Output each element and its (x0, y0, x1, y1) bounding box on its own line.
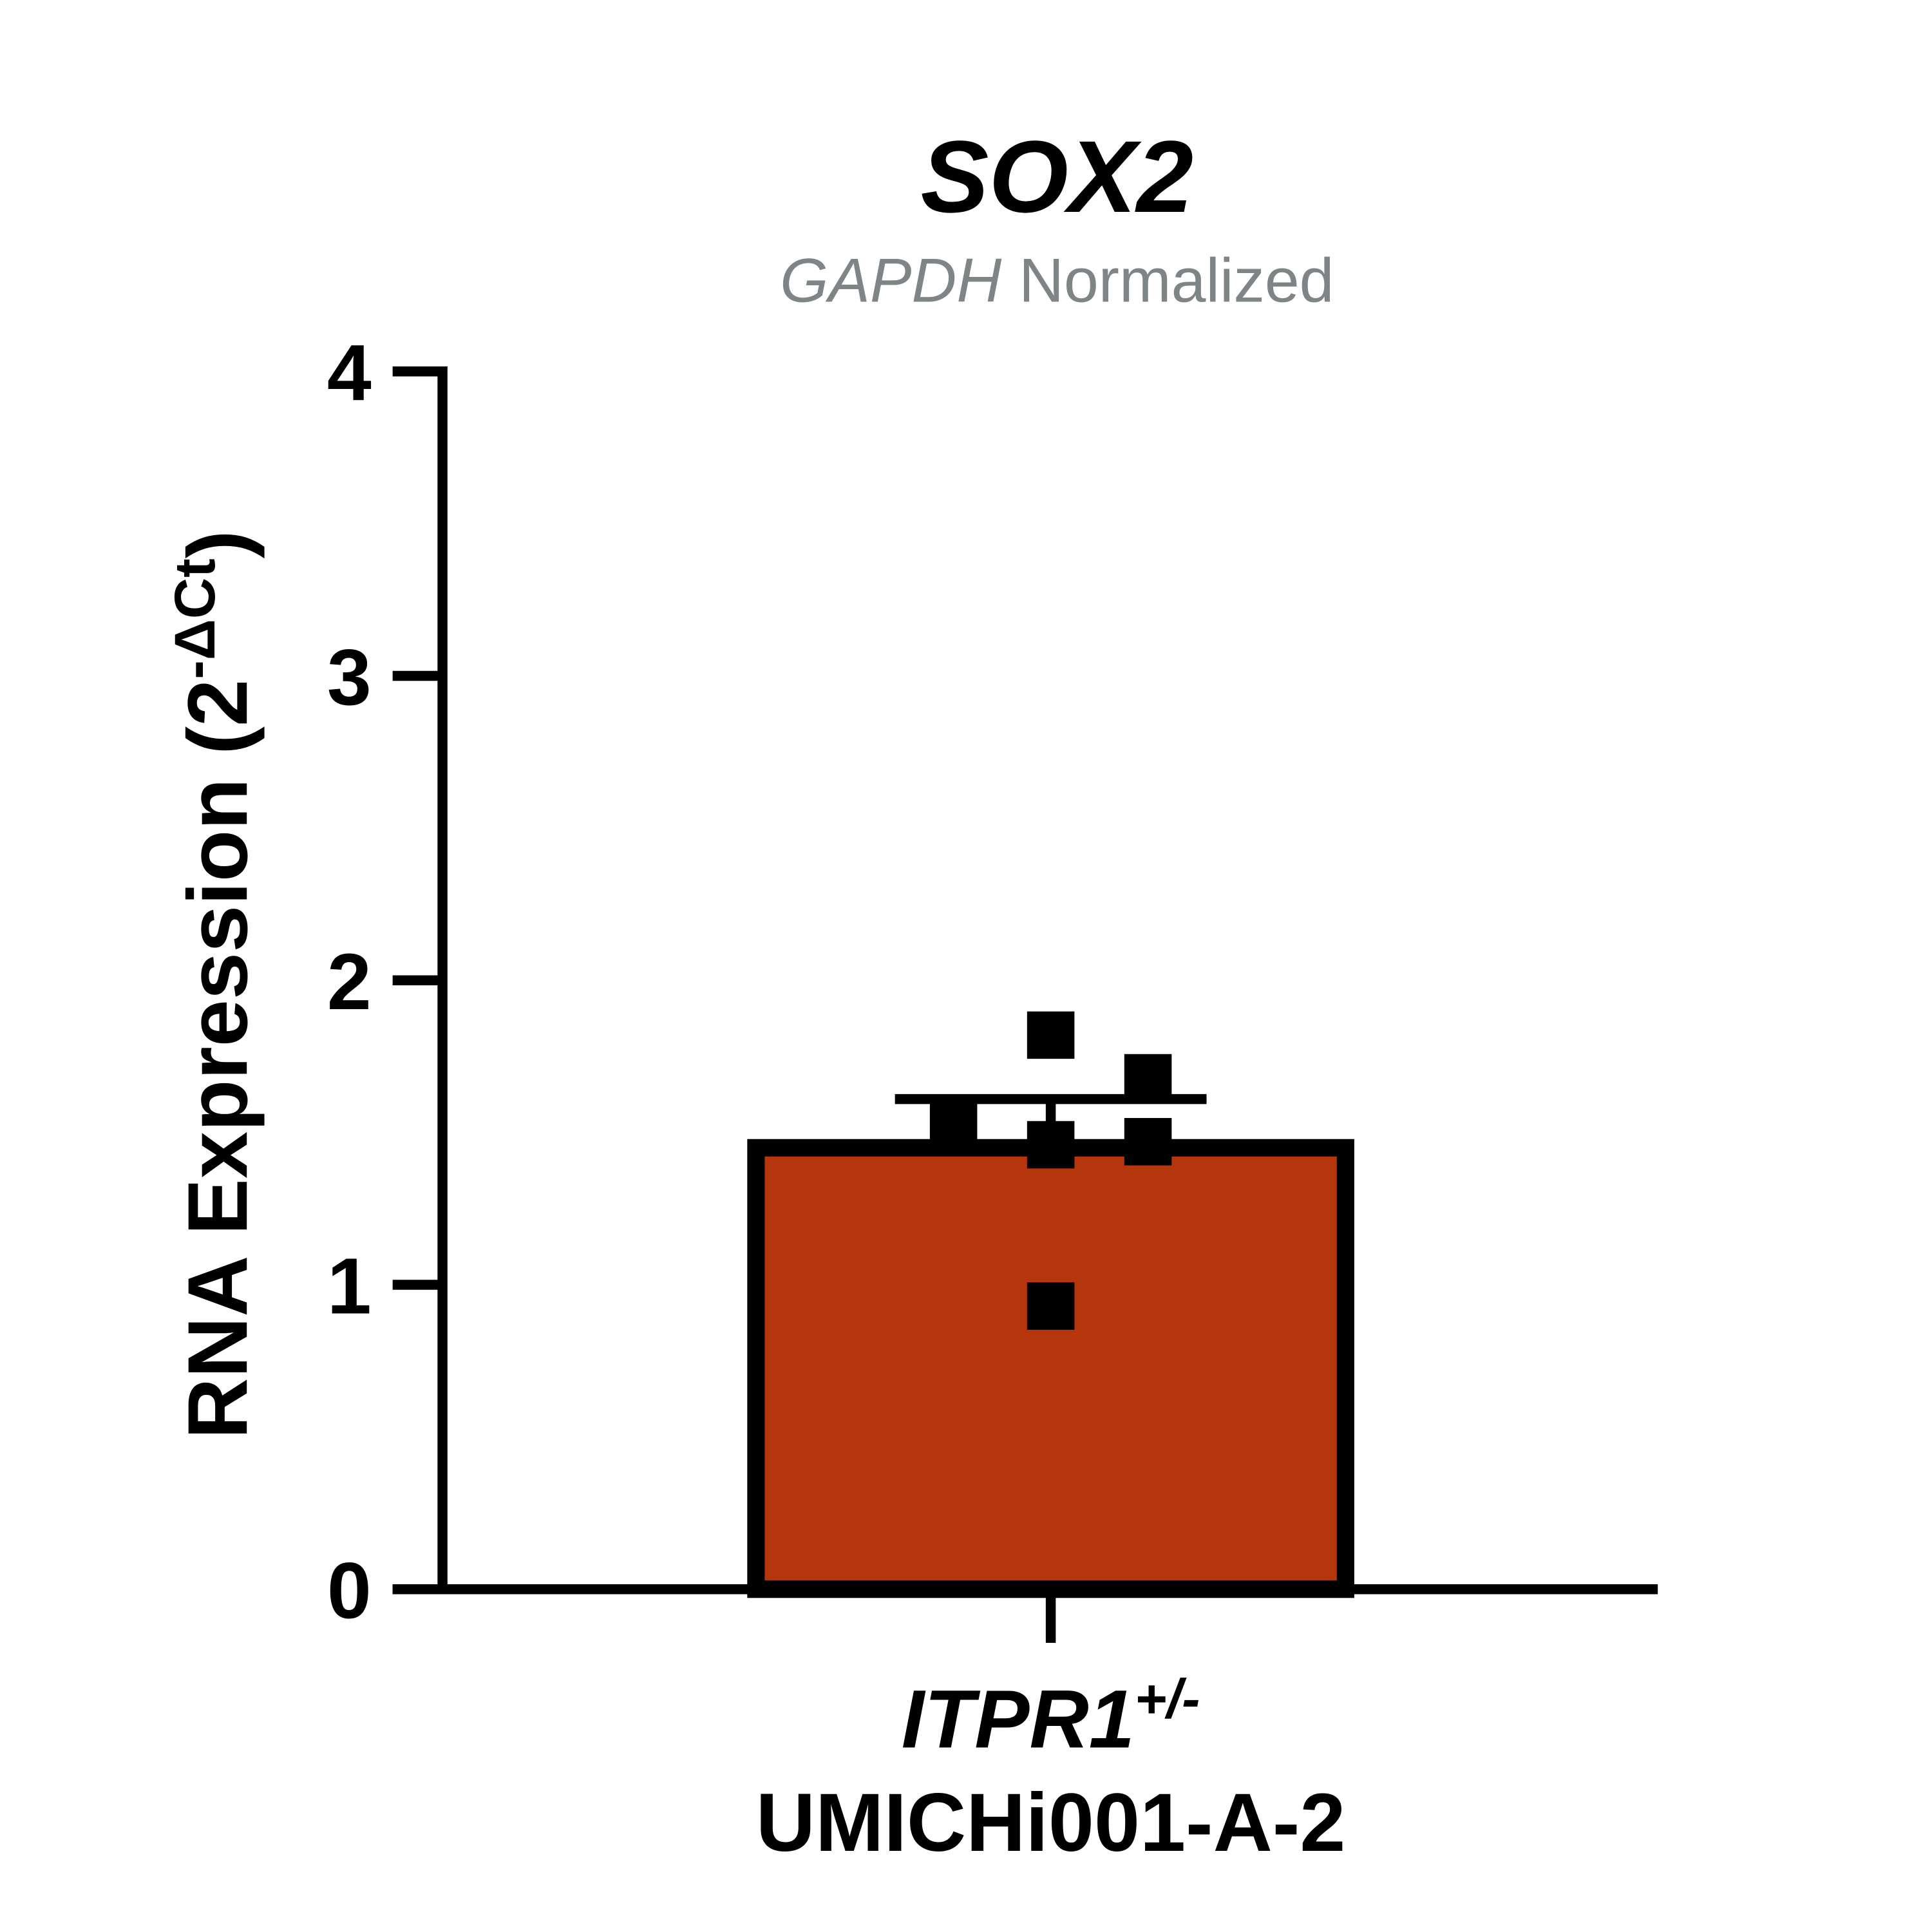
data-point (1027, 1282, 1075, 1330)
data-point (1027, 1121, 1075, 1169)
data-point (1124, 1118, 1172, 1166)
y-axis-label: RNA Expression (2-ΔCt) (162, 530, 265, 1439)
subtitle-part: Normalized (1019, 245, 1334, 315)
subtitle-part: GAPDH (780, 245, 1001, 315)
x-tick-sublabel: UMICHi001-A-2 (756, 1777, 1346, 1869)
y-tick-label: 2 (327, 938, 372, 1027)
chart-subtitle: GAPDH Normalized (780, 245, 1334, 315)
y-label-part: RNA Expression (2 (170, 679, 265, 1439)
bar (747, 1139, 1354, 1598)
y-tick-label: 3 (327, 633, 372, 722)
data-point (1124, 1054, 1172, 1102)
chart-title: SOX2 (921, 119, 1193, 234)
category-name: ITPR1 (902, 1674, 1135, 1766)
x-tick-label: ITPR1+/- (902, 1669, 1200, 1765)
y-label-superscript: -ΔCt (162, 558, 227, 679)
y-tick-label: 0 (327, 1546, 372, 1635)
y-label-part: ) (170, 530, 265, 558)
data-point (1027, 1011, 1075, 1059)
y-tick-label: 1 (327, 1242, 372, 1331)
y-tick-label: 4 (327, 328, 372, 417)
data-point (929, 1103, 978, 1150)
category-superscript: +/- (1135, 1669, 1200, 1730)
